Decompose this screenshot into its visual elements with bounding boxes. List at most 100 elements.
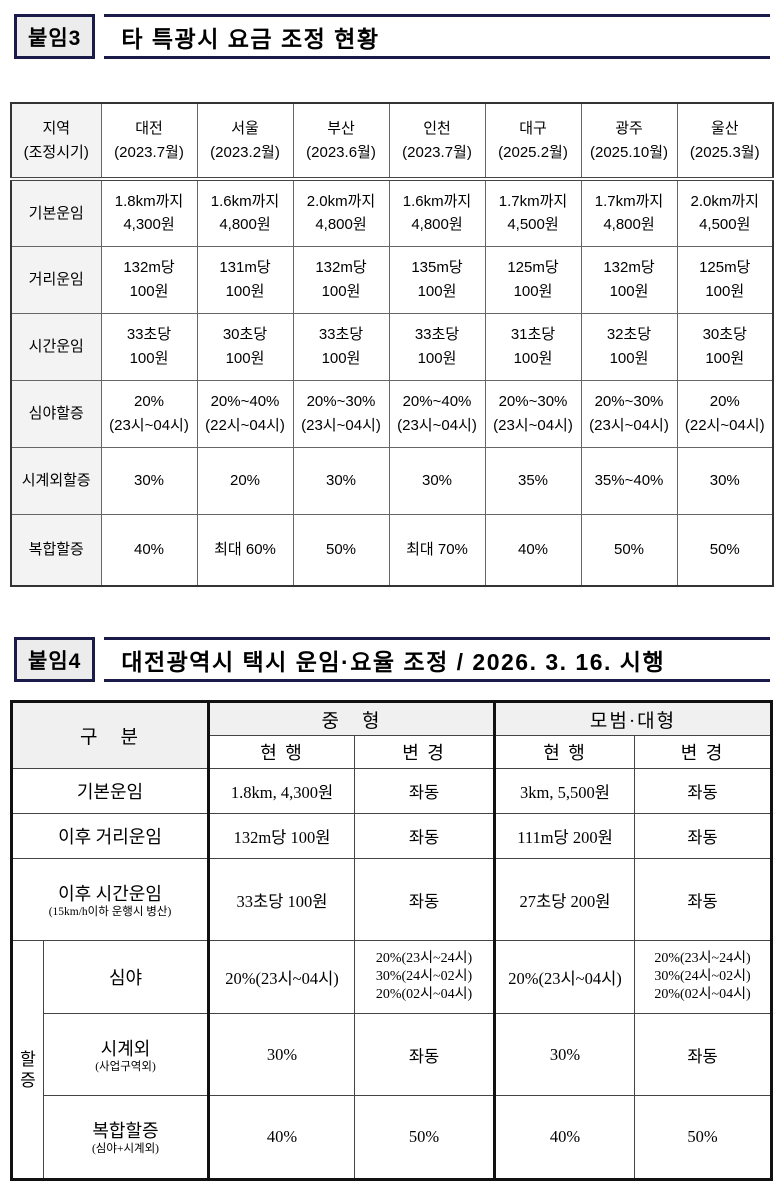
table2-header-row2: 현 행 변 경 현 행 변 경 xyxy=(12,735,772,769)
fare-cell: 33초당 100원 xyxy=(207,857,355,942)
adjustment-period: (2023.7월) xyxy=(402,143,472,161)
fare-cell: 135m당 100원 xyxy=(388,245,486,314)
daejeon-fare-adjustment-table: 구 분 중 형 모범·대형 현 행 변 경 현 행 변 경 기본운임 1.8km… xyxy=(10,700,773,1181)
row-label: 복합할증 (심야+시계외) xyxy=(43,1095,209,1180)
fare-cell: 좌동 xyxy=(354,813,495,859)
row-label: 시계외 (사업구역외) xyxy=(43,1013,209,1097)
row-label: 시계외할증 xyxy=(10,446,102,515)
city-name: 울산 xyxy=(710,120,739,138)
fare-cell: 1.6km까지 4,800원 xyxy=(196,178,294,247)
city-name: 부산 xyxy=(327,120,355,138)
row-label-main: 시계외 xyxy=(100,1039,151,1060)
fare-cell: 50% xyxy=(634,1095,772,1180)
section1-header: 붙임3 타 특광시 요금 조정 현황 xyxy=(14,14,770,59)
surcharge-group-label: 할증 xyxy=(11,940,44,1180)
table-row-combined-surcharge: 복합할증 (심야+시계외) 40% 50% 40% 50% xyxy=(12,1095,772,1180)
fare-cell: 20%~30% (23시~04시) xyxy=(580,379,678,448)
table-row-base-fare: 기본운임 1.8km, 4,300원 좌동 3km, 5,500원 좌동 xyxy=(11,768,772,814)
fare-cell: 3km, 5,500원 xyxy=(493,768,635,814)
fare-cell: 132m당 100원 xyxy=(580,245,678,314)
fare-cell: 27초당 200원 xyxy=(493,857,635,942)
fare-cell: 2.0km까지 4,500원 xyxy=(676,178,774,247)
row-label: 기본운임 xyxy=(11,768,209,814)
fare-cell: 50% xyxy=(676,513,774,587)
city-name: 광주 xyxy=(615,120,643,138)
row-label: 이후 거리운임 xyxy=(11,813,209,859)
attachment4-badge: 붙임4 xyxy=(14,637,96,682)
fare-cell: 40% xyxy=(493,1095,635,1180)
row-label: 시간운임 xyxy=(10,312,102,381)
section2-header: 붙임4 대전광역시 택시 운임·요율 조정 / 2026. 3. 16. 시행 xyxy=(14,637,770,682)
city-header-gwangju: 광주 (2025.10월) xyxy=(580,102,678,181)
city-name: 서울 xyxy=(231,120,259,138)
row-label-main: 복합할증 xyxy=(92,1121,159,1142)
adjustment-period: (2023.6월) xyxy=(306,143,376,161)
fare-cell: 40% xyxy=(100,513,198,587)
city-header-daejeon: 대전 (2023.7월) xyxy=(100,102,198,181)
fare-cell: 2.0km까지 4,800원 xyxy=(292,178,390,247)
table-row-night-surcharge: 할증 심야 20%(23시~04시) 20%(23시~24시) 30%(24시~… xyxy=(11,940,772,1180)
fare-cell: 좌동 xyxy=(354,768,495,814)
table-row-distance-fare: 거리운임 132m당 100원 131m당 100원 132m당 100원 13… xyxy=(10,245,774,314)
adjustment-period: (2025.3월) xyxy=(689,143,760,161)
fare-cell: 50% xyxy=(580,513,678,587)
fare-cell: 35%~40% xyxy=(580,446,678,515)
fare-cell: 30% xyxy=(676,446,774,515)
fare-cell: 30% xyxy=(207,1013,355,1097)
fare-cell: 1.7km까지 4,500원 xyxy=(484,178,582,247)
current-header: 현 행 xyxy=(493,735,635,769)
fare-cell: 35% xyxy=(484,446,582,515)
category-header: 구 분 xyxy=(11,701,209,769)
fare-cell: 30% xyxy=(388,446,486,515)
fare-cell: 1.7km까지 4,800원 xyxy=(580,178,678,247)
fare-cell: 20%(23시~04시) xyxy=(207,940,355,1015)
fare-cell: 20%(23시~04시) xyxy=(493,940,635,1015)
fare-cell: 20%~40% (23시~04시) xyxy=(388,379,486,448)
fare-cell: 20%~40% (22시~04시) xyxy=(196,379,294,448)
changed-header: 변 경 xyxy=(634,735,772,769)
city-header-seoul: 서울 (2023.2월) xyxy=(196,102,294,181)
fare-cell: 좌동 xyxy=(354,857,495,942)
row-label-note: (사업구역외) xyxy=(95,1061,156,1074)
row-label: 거리운임 xyxy=(10,245,102,314)
table-row-combined-surcharge: 복합할증 40% 최대 60% 50% 최대 70% 40% 50% 50% xyxy=(10,513,774,587)
fare-cell: 좌동 xyxy=(634,768,772,814)
fare-cell: 20%~30% (23시~04시) xyxy=(292,379,390,448)
fare-cell: 40% xyxy=(207,1095,355,1180)
table-row-time-fare: 이후 시간운임 (15km/h이하 운행시 병산) 33초당 100원 좌동 2… xyxy=(11,857,772,942)
fare-cell: 20%(23시~24시) 30%(24시~02시) 20%(02시~04시) xyxy=(634,940,772,1015)
fare-cell: 30초당 100원 xyxy=(676,312,774,381)
fare-cell: 20% (22시~04시) xyxy=(676,379,774,448)
fare-cell: 좌동 xyxy=(634,857,772,942)
section2-title: 대전광역시 택시 운임·요율 조정 / 2026. 3. 16. 시행 xyxy=(104,637,770,682)
table-row-distance-fare: 이후 거리운임 132m당 100원 좌동 111m당 200원 좌동 xyxy=(11,813,772,859)
city-header-incheon: 인천 (2023.7월) xyxy=(388,102,486,181)
city-name: 대구 xyxy=(519,120,547,138)
changed-header: 변 경 xyxy=(354,735,495,769)
fare-cell: 131m당 100원 xyxy=(196,245,294,314)
fare-cell: 30초당 100원 xyxy=(196,312,294,381)
row-label-note: (15km/h이하 운행시 병산) xyxy=(48,906,172,918)
table-row-outskirts-surcharge: 시계외할증 30% 20% 30% 30% 35% 35%~40% 30% xyxy=(10,446,774,515)
adjustment-period: (2025.10월) xyxy=(589,143,668,161)
row-label-note: (심야+시계외) xyxy=(91,1143,160,1156)
row-label: 기본운임 xyxy=(10,178,102,247)
attachment3-badge: 붙임3 xyxy=(14,14,96,59)
row-label: 심야 xyxy=(43,940,209,1015)
fare-cell: 111m당 200원 xyxy=(493,813,635,859)
fare-cell: 125m당 100원 xyxy=(484,245,582,314)
surcharge-group-text: 할증 xyxy=(20,1049,36,1091)
fare-cell: 좌동 xyxy=(634,1013,772,1097)
fare-cell: 30% xyxy=(100,446,198,515)
table1-header-row: 지역 (조정시기) 대전 (2023.7월) 서울 (2023.2월) 부산 (202… xyxy=(10,102,774,181)
adjustment-period: (2025.2월) xyxy=(498,143,568,161)
fare-cell: 33초당 100원 xyxy=(292,312,390,381)
table1-corner-header: 지역 (조정시기) xyxy=(10,102,102,181)
city-header-ulsan: 울산 (2025.3월) xyxy=(676,102,774,181)
fare-cell: 40% xyxy=(484,513,582,587)
fare-cell: 125m당 100원 xyxy=(676,245,774,314)
fare-cell: 최대 70% xyxy=(388,513,486,587)
fare-cell: 132m당 100원 xyxy=(100,245,198,314)
fare-cell: 1.6km까지 4,800원 xyxy=(388,178,486,247)
row-label: 이후 시간운임 (15km/h이하 운행시 병산) xyxy=(11,857,209,942)
